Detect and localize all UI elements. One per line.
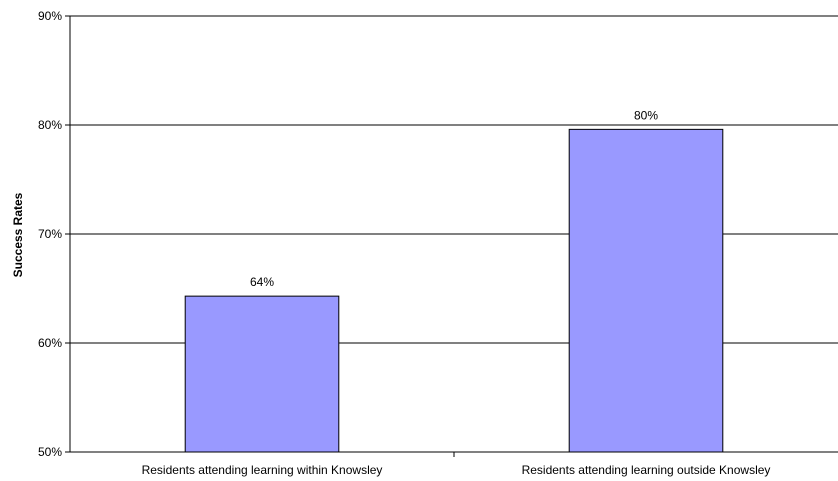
- y-axis-label: Success Rates: [11, 192, 25, 277]
- y-tick-label: 50%: [38, 445, 62, 459]
- y-tick-label: 80%: [38, 118, 62, 132]
- x-category-label: Residents attending learning within Know…: [142, 463, 383, 477]
- x-category-label: Residents attending learning outside Kno…: [522, 463, 771, 477]
- data-label: 80%: [634, 108, 658, 122]
- y-tick-label: 90%: [38, 9, 62, 23]
- y-tick-label: 70%: [38, 227, 62, 241]
- labels: 50% 60% 70% 80% 90% 64% Residents attending le…: [38, 9, 770, 477]
- axes: [65, 15, 838, 457]
- data-label: 64%: [250, 275, 274, 289]
- bars: [184, 128, 724, 453]
- bar: [184, 295, 340, 453]
- bar: [568, 128, 724, 453]
- y-tick-label: 60%: [38, 336, 62, 350]
